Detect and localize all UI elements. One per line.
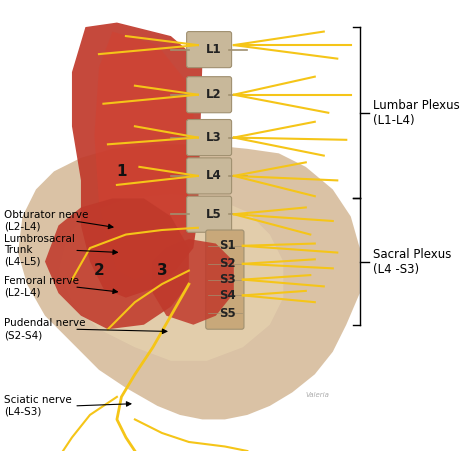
Text: Lumbar Plexus
(L1-L4): Lumbar Plexus (L1-L4) [373, 99, 460, 127]
Text: 3: 3 [156, 263, 167, 278]
Text: S5: S5 [219, 307, 236, 320]
Text: Lumbrosacral
Trunk
(L4-L5): Lumbrosacral Trunk (L4-L5) [4, 234, 75, 267]
Text: L3: L3 [206, 131, 221, 144]
Text: L5: L5 [206, 208, 221, 221]
Text: S1: S1 [219, 239, 236, 252]
Text: L2: L2 [206, 88, 221, 101]
Text: S3: S3 [219, 273, 236, 286]
Polygon shape [18, 144, 360, 419]
Text: Sciatic nerve
(L4-S3): Sciatic nerve (L4-S3) [4, 395, 72, 417]
Text: Valeria: Valeria [306, 392, 330, 398]
Text: 2: 2 [93, 263, 104, 278]
FancyBboxPatch shape [187, 196, 232, 232]
FancyBboxPatch shape [187, 77, 232, 113]
FancyBboxPatch shape [206, 230, 244, 329]
FancyBboxPatch shape [187, 32, 232, 68]
Text: L4: L4 [206, 170, 221, 182]
Polygon shape [45, 198, 189, 329]
Text: Pudendal nerve
(S2-S4): Pudendal nerve (S2-S4) [4, 318, 86, 340]
Polygon shape [72, 23, 202, 298]
Polygon shape [94, 32, 193, 280]
Polygon shape [153, 239, 234, 325]
Text: 1: 1 [116, 164, 127, 179]
Text: Femoral nerve
(L2-L4): Femoral nerve (L2-L4) [4, 276, 80, 298]
Text: S2: S2 [219, 258, 236, 270]
FancyBboxPatch shape [187, 120, 232, 156]
FancyBboxPatch shape [187, 158, 232, 194]
Text: S4: S4 [219, 289, 236, 302]
Text: Obturator nerve
(L2-L4): Obturator nerve (L2-L4) [4, 210, 89, 232]
Text: Sacral Plexus
(L4 -S3): Sacral Plexus (L4 -S3) [373, 248, 452, 276]
Text: L1: L1 [206, 43, 221, 56]
Polygon shape [58, 194, 283, 361]
